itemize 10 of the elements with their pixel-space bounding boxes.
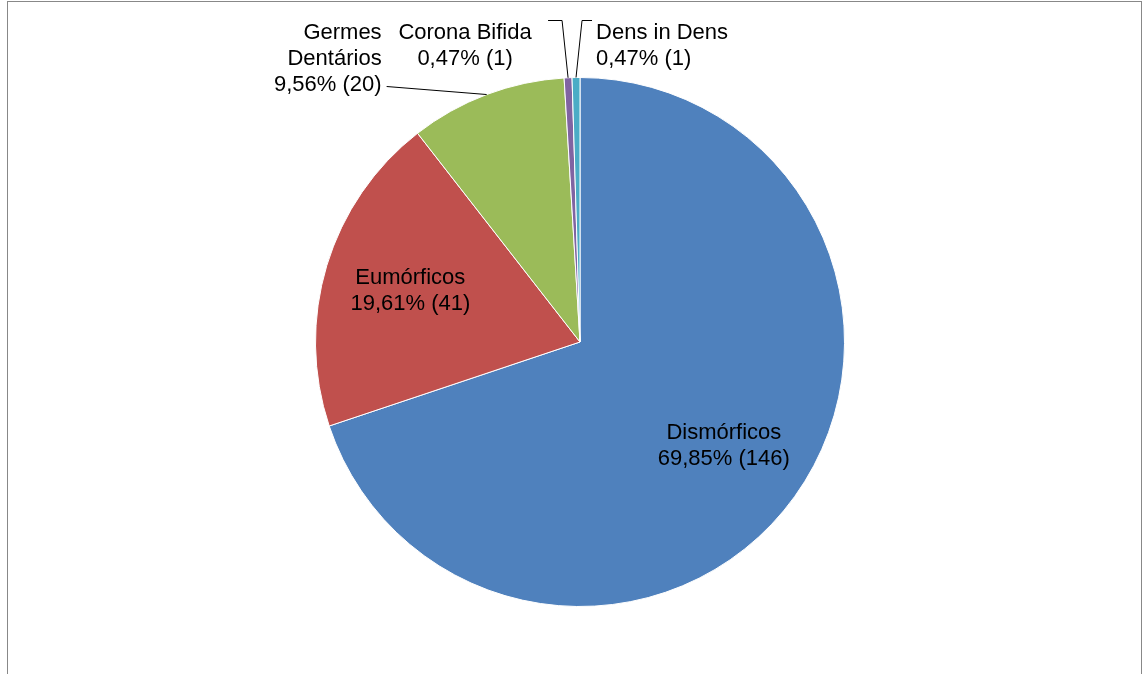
slice-label: Corona Bifida: [398, 18, 533, 44]
slice-label: Dismórficos: [666, 418, 782, 444]
data-label: 9,56% (20): [274, 70, 382, 96]
data-label: 19,61% (41): [350, 289, 471, 315]
data-label: 0,47% (1): [596, 44, 692, 70]
data-label: 0,47% (1): [417, 44, 513, 70]
slice-label: Germes Dentários: [287, 18, 382, 70]
data-label: 69,85% (146): [657, 444, 790, 470]
slice-label: Eumórficos: [355, 263, 466, 289]
slice-label: Dens in Dens: [596, 18, 729, 44]
